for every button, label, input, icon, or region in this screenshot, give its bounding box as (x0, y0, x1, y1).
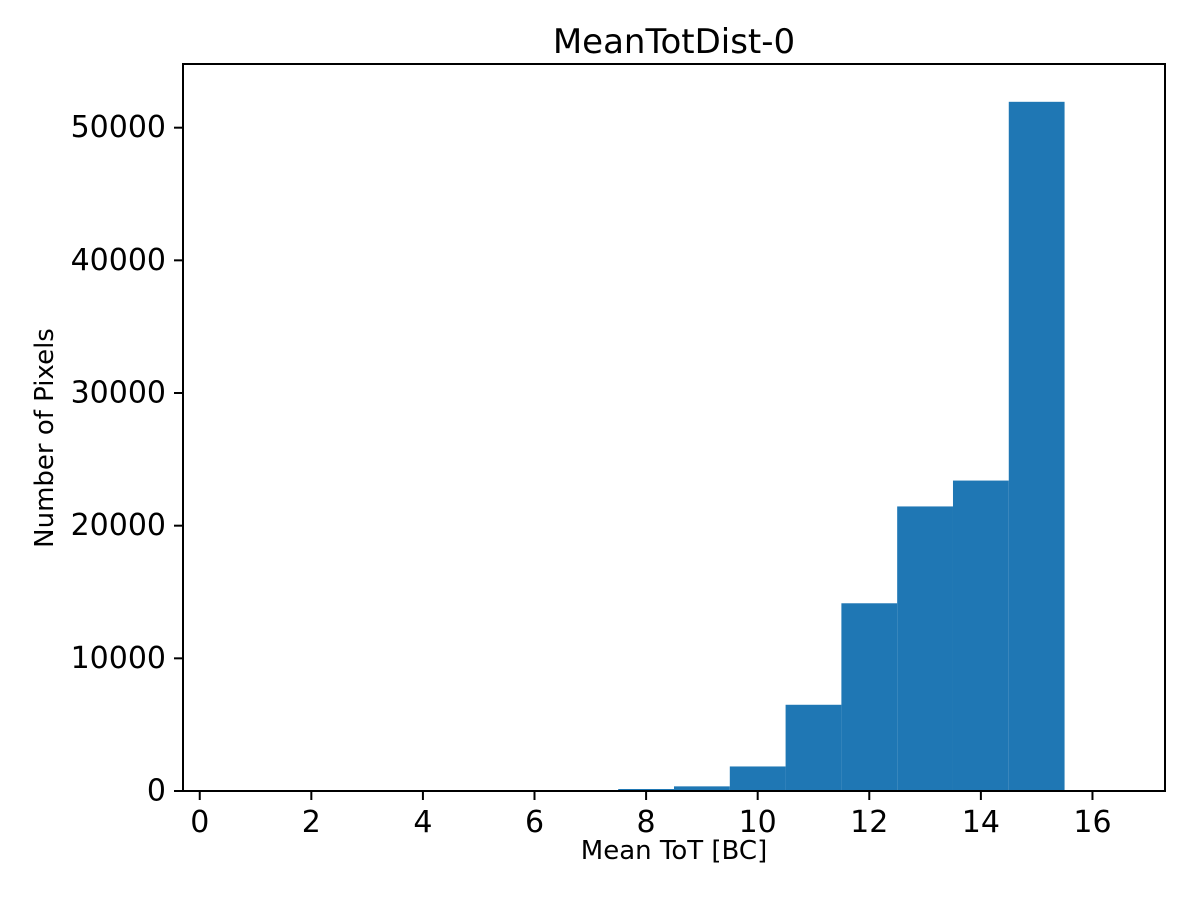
y-tick-label: 20000 (71, 508, 166, 543)
y-tick-label: 30000 (71, 376, 166, 411)
x-axis-label: Mean ToT [BC] (581, 836, 767, 866)
histogram-bar (952, 480, 1009, 791)
x-tick-label: 16 (1073, 805, 1111, 840)
x-tick-label: 12 (850, 805, 888, 840)
y-tick-label: 50000 (71, 110, 166, 145)
histogram-bar (674, 786, 730, 791)
x-tick-label: 0 (190, 805, 209, 840)
x-tick-label: 6 (525, 805, 544, 840)
y-tick-label: 40000 (71, 243, 166, 278)
y-tick-label: 10000 (71, 641, 166, 676)
y-tick-label: 0 (147, 774, 166, 809)
x-tick-label: 2 (302, 805, 321, 840)
x-tick-label: 8 (637, 805, 656, 840)
y-axis: 0 10000 20000 30000 40000 50000 (71, 110, 183, 809)
y-axis-label: Number of Pixels (30, 328, 60, 548)
x-tick-label: 4 (413, 805, 432, 840)
histogram-bar (785, 704, 842, 791)
histogram-bar (729, 766, 786, 791)
x-axis: 0 2 4 6 8 10 12 14 16 (190, 791, 1112, 840)
plot-area-border (182, 63, 1166, 792)
histogram-bar (897, 506, 953, 791)
chart-title: MeanTotDist-0 (553, 22, 795, 62)
histogram-bar (841, 603, 898, 791)
x-tick-label: 10 (739, 805, 777, 840)
x-tick-label: 14 (962, 805, 1000, 840)
histogram-bar (1008, 101, 1065, 791)
histogram-bars (618, 101, 1065, 791)
